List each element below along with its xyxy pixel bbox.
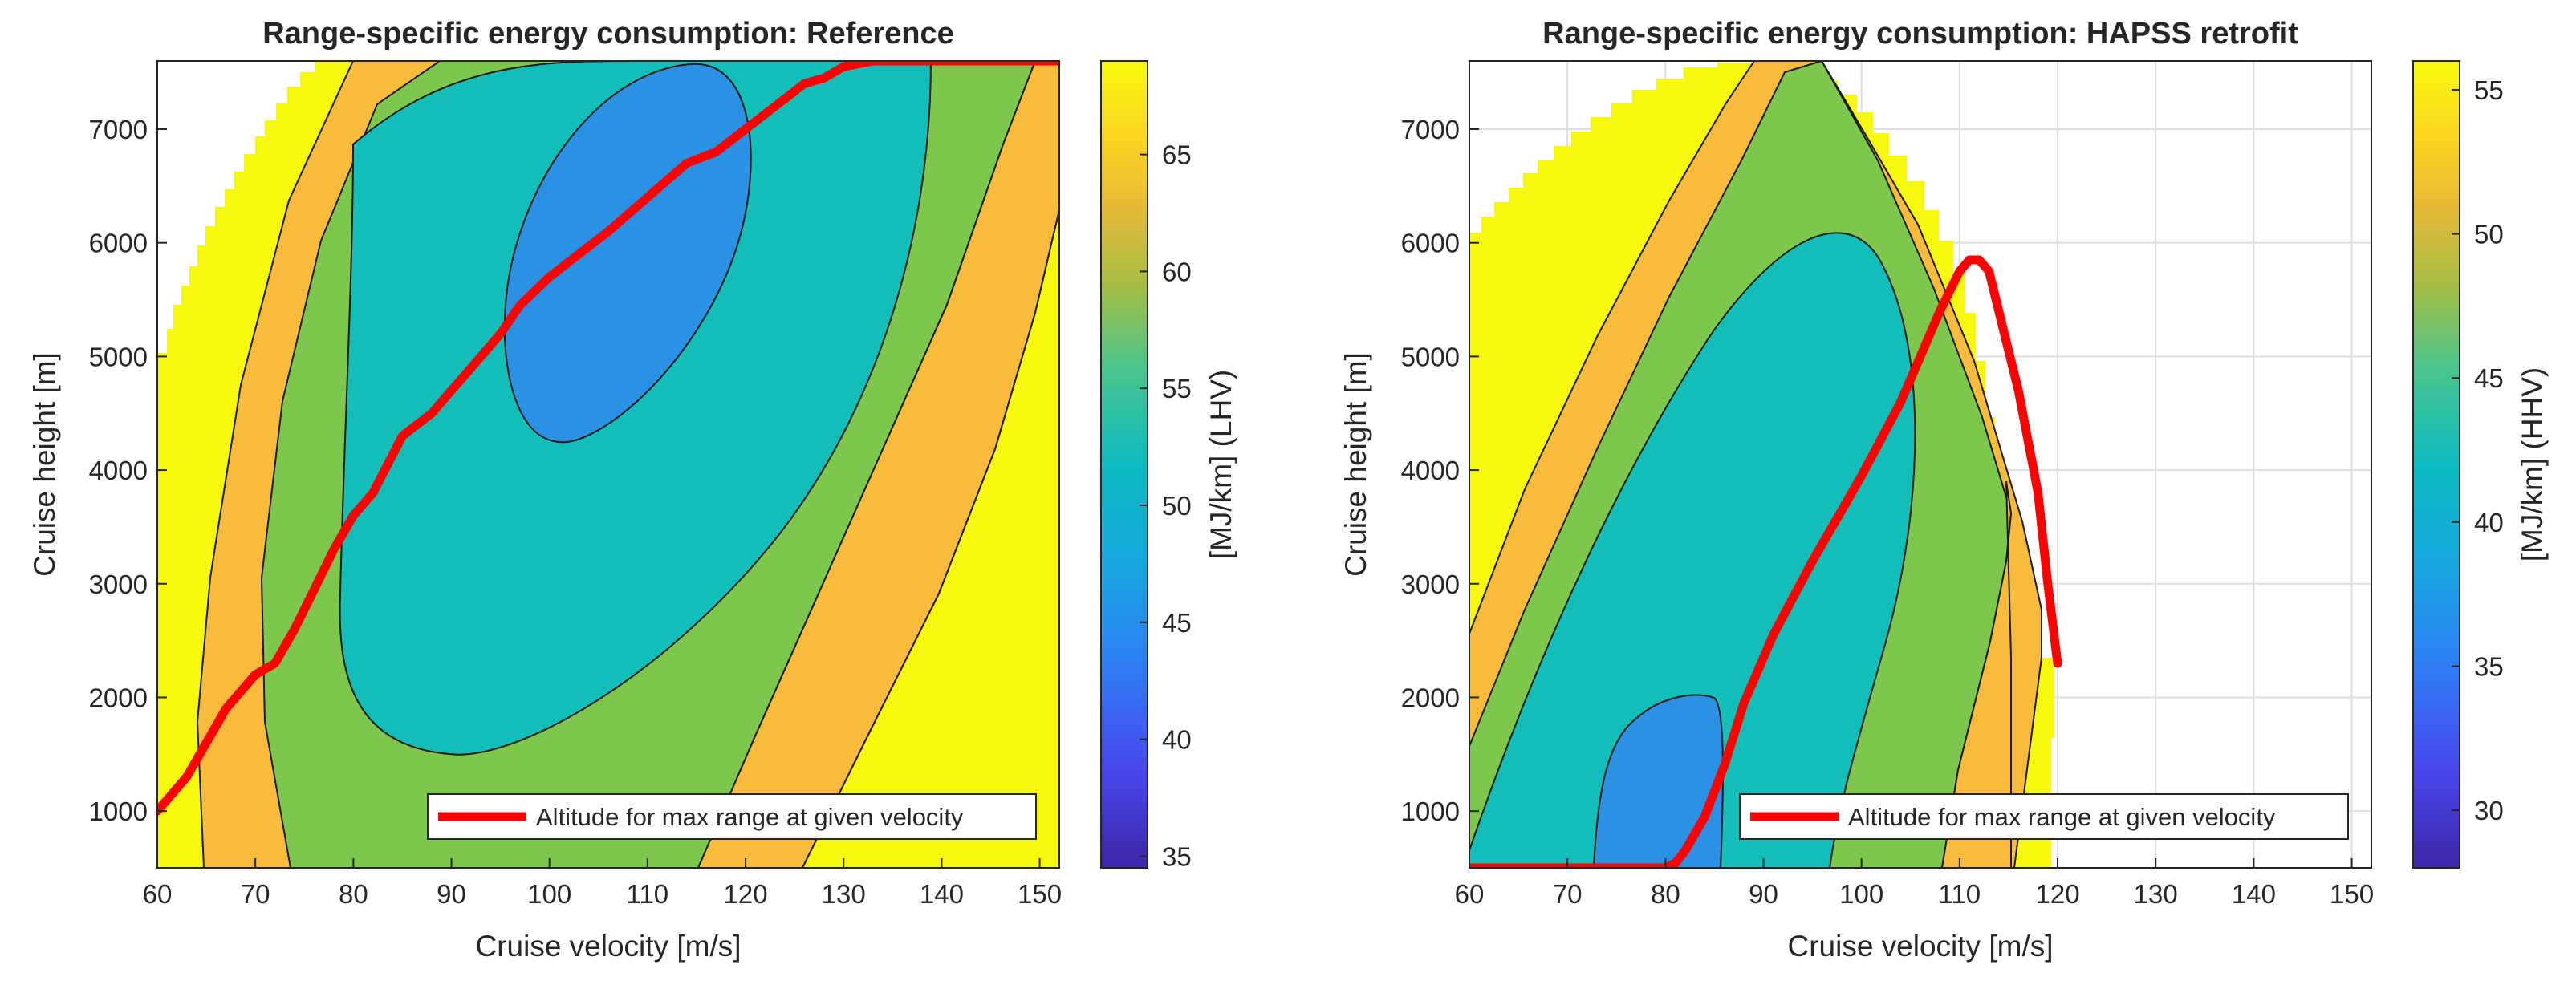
hapss-series (1469, 255, 2062, 868)
hapss-x-ticks: 60 70 80 90 100 110 120 130 140 150 (1455, 858, 2374, 909)
reference-y-ticks: 1000 2000 3000 4000 5000 6000 7000 (89, 115, 167, 826)
reference-colorbar: 35 40 45 50 55 60 65 [MJ/km] (LHV) (1100, 60, 1237, 871)
hapss-x-axis-label: Cruise velocity [m/s] (1787, 930, 2053, 963)
hapss-chart: Range-specific energy consumption: HAPSS… (1339, 17, 2549, 963)
hapss-legend-box (1739, 793, 2349, 840)
reference-x-tick-label: 60 (143, 879, 173, 909)
hapss-colorbar: 30 35 40 45 50 55 [MJ/km] (HHV) (2412, 60, 2549, 869)
reference-x-tick-label: 150 (1018, 879, 1062, 909)
hapss-y-tick-label: 6000 (1401, 229, 1460, 258)
reference-x-tick-label: 110 (627, 879, 669, 909)
hapss-y-tick-label: 4000 (1401, 456, 1460, 485)
reference-colorbar-scale (1100, 60, 1148, 869)
reference-y-tick-label: 5000 (89, 342, 148, 371)
reference-x-ticks: 60 70 80 90 100 110 120 130 140 150 (143, 858, 1062, 909)
hapss-colorbar-label: [MJ/km] (HHV) (2516, 367, 2549, 562)
reference-colorbar-label: [MJ/km] (LHV) (1205, 370, 1237, 559)
reference-contour-band-63b (801, 209, 1059, 868)
hapss-x-tick-label: 120 (2036, 879, 2080, 909)
reference-colorbar-tick-label: 35 (1162, 841, 1192, 871)
reference-contour-fill (157, 61, 1059, 868)
reference-x-tick-label: 140 (920, 879, 964, 909)
hapss-colorbar-tick-label: 50 (2474, 220, 2504, 249)
hapss-y-ticks: 1000 2000 3000 4000 5000 6000 7000 (1401, 115, 1479, 826)
hapss-legend: Altitude for max range at given velocity (1739, 793, 2349, 840)
hapss-x-tick-label: 70 (1553, 879, 1583, 909)
hapss-colorbar-tick-label: 35 (2474, 652, 2504, 682)
reference-x-tick-label: 70 (241, 879, 270, 909)
reference-series (157, 61, 1059, 816)
hapss-x-tick-label: 140 (2232, 879, 2276, 909)
reference-y-tick-label: 2000 (89, 683, 148, 712)
hapss-colorbar-tick-label: 30 (2474, 796, 2504, 825)
hapss-series-line (1469, 255, 2062, 868)
hapss-y-tick-label: 5000 (1401, 342, 1460, 371)
hapss-colorbar-scale (2412, 60, 2460, 869)
reference-x-axis-label: Cruise velocity [m/s] (475, 930, 741, 963)
reference-y-tick-label: 6000 (89, 229, 148, 258)
hapss-colorbar-tick-label: 40 (2474, 508, 2504, 537)
hapss-chart-title: Range-specific energy consumption: HAPSS… (1542, 17, 2298, 51)
reference-y-tick-label: 4000 (89, 456, 148, 485)
reference-y-tick-label: 7000 (89, 115, 148, 144)
reference-x-tick-label: 130 (822, 879, 866, 909)
hapss-colorbar-tick-label: 55 (2474, 75, 2504, 105)
hapss-axes-box (1469, 60, 2372, 869)
hapss-colorbar-tick-label: 45 (2474, 363, 2504, 393)
reference-chart-title: Range-specific energy consumption: Refer… (262, 17, 954, 51)
reference-series-line (157, 61, 1059, 816)
reference-x-tick-label: 100 (527, 879, 571, 909)
reference-colorbar-tick-label: 65 (1162, 140, 1192, 170)
hapss-y-tick-label: 1000 (1401, 797, 1460, 826)
hapss-y-tick-label: 7000 (1401, 115, 1460, 144)
reference-colorbar-tick-label: 45 (1162, 608, 1192, 638)
hapss-colorbar-ticks: 30 35 40 45 50 55 (2452, 75, 2504, 825)
hapss-y-tick-label: 3000 (1401, 570, 1460, 599)
hapss-x-tick-label: 60 (1455, 879, 1485, 909)
hapss-legend-label: Altitude for max range at given velocity (1848, 803, 2276, 831)
reference-y-tick-label: 3000 (89, 570, 148, 599)
hapss-contour-band-39 (1469, 232, 1916, 868)
hapss-x-tick-label: 80 (1651, 879, 1680, 909)
reference-legend-label: Altitude for max range at given velocity (536, 803, 964, 831)
reference-axes-box (156, 60, 1060, 869)
reference-colorbar-tick-label: 40 (1162, 725, 1192, 755)
reference-colorbar-tick-label: 55 (1162, 374, 1192, 403)
hapss-y-tick-label: 2000 (1401, 683, 1460, 712)
hapss-x-tick-label: 90 (1749, 879, 1778, 909)
reference-colorbar-ticks: 35 40 45 50 55 60 65 (1140, 140, 1192, 871)
reference-x-tick-label: 120 (724, 879, 768, 909)
reference-colorbar-tick-label: 50 (1162, 491, 1192, 521)
hapss-x-tick-label: 150 (2330, 879, 2374, 909)
hapss-x-tick-label: 110 (1939, 879, 1981, 909)
reference-chart: Range-specific energy consumption: Refer… (28, 17, 1237, 963)
hapss-x-tick-label: 130 (2134, 879, 2178, 909)
reference-y-tick-label: 1000 (89, 797, 148, 826)
hapss-x-tick-label: 100 (1839, 879, 1883, 909)
reference-legend: Altitude for max range at given velocity (427, 793, 1037, 840)
reference-x-tick-label: 80 (339, 879, 368, 909)
reference-legend-box (427, 793, 1037, 840)
hapss-contour-fill (1469, 61, 2054, 868)
reference-colorbar-tick-label: 60 (1162, 257, 1192, 286)
reference-x-tick-label: 90 (437, 879, 466, 909)
reference-y-axis-label: Cruise height [m] (28, 352, 61, 577)
hapss-y-axis-label: Cruise height [m] (1339, 352, 1372, 577)
